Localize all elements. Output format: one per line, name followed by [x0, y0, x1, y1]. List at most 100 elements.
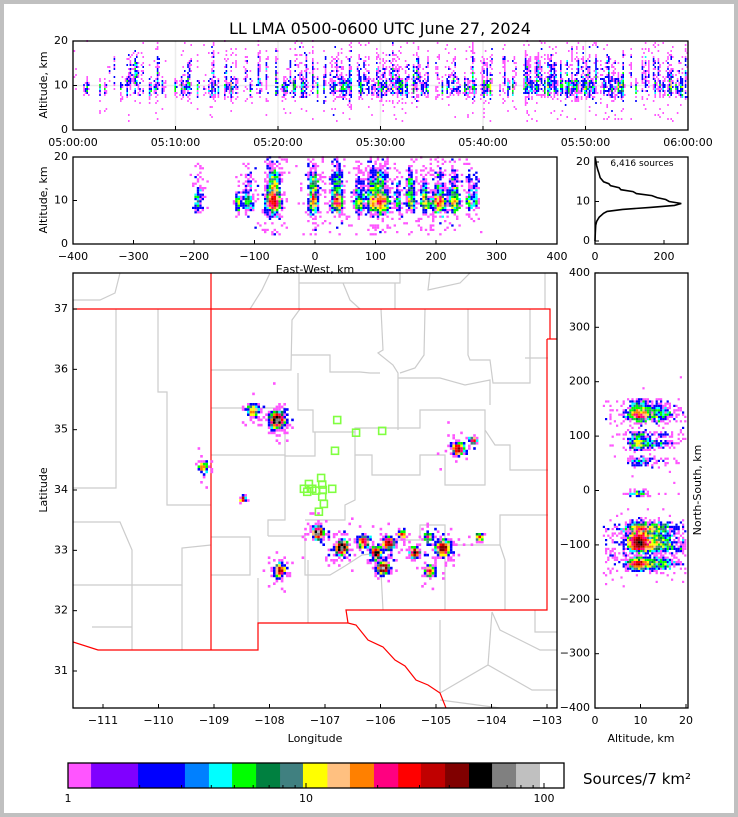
- source-density-cell: [333, 195, 336, 198]
- source-density-cell: [247, 204, 250, 207]
- source-density-cell: [481, 66, 484, 68]
- source-density-cell: [472, 193, 476, 196]
- source-density-cell: [314, 228, 317, 231]
- source-density-cell: [439, 176, 442, 179]
- source-density-cell: [448, 182, 452, 185]
- source-density-cell: [524, 96, 527, 98]
- source-density-cell: [83, 88, 85, 90]
- source-density-cell: [608, 82, 610, 84]
- source-density-cell: [364, 64, 367, 66]
- source-density-cell: [473, 86, 476, 88]
- source-density-cell: [312, 72, 314, 74]
- source-density-cell: [571, 78, 573, 80]
- source-density-cell: [188, 94, 191, 96]
- source-density-cell: [652, 44, 655, 46]
- source-density-cell: [587, 74, 589, 76]
- source-density-cell: [641, 64, 644, 66]
- source-density-cell: [574, 100, 576, 102]
- source-density-cell: [276, 50, 279, 52]
- source-density-cell: [617, 84, 620, 86]
- source-density-cell: [324, 84, 327, 86]
- source-density-cell: [475, 176, 478, 179]
- source-density-cell: [225, 72, 228, 74]
- source-density-cell: [302, 86, 304, 88]
- source-density-cell: [367, 204, 370, 207]
- source-density-cell: [139, 88, 141, 90]
- source-density-cell: [307, 204, 310, 207]
- source-density-cell: [305, 64, 308, 66]
- source-density-cell: [472, 44, 474, 46]
- source-density-cell: [427, 200, 430, 203]
- source-density-cell: [572, 90, 575, 92]
- source-density-cell: [307, 158, 310, 161]
- source-density-cell: [224, 92, 226, 94]
- source-density-cell: [275, 72, 277, 74]
- source-density-cell: [424, 173, 428, 176]
- source-density-cell: [564, 104, 567, 106]
- source-density-cell: [364, 80, 367, 82]
- source-density-cell: [652, 64, 655, 66]
- source-density-cell: [449, 527, 453, 531]
- source-density-cell: [392, 74, 394, 76]
- source-density-cell: [604, 90, 607, 92]
- source-density-cell: [374, 564, 377, 567]
- source-density-cell: [504, 44, 506, 46]
- source-density-cell: [556, 82, 559, 84]
- source-density-cell: [417, 217, 420, 220]
- source-density-cell: [350, 94, 352, 96]
- source-density-cell: [86, 80, 88, 82]
- source-density-cell: [405, 200, 408, 203]
- source-density-cell: [369, 213, 372, 216]
- source-density-cell: [201, 193, 204, 196]
- source-density-cell: [475, 187, 478, 190]
- source-density-cell: [641, 88, 644, 90]
- source-density-cell: [362, 187, 365, 190]
- source-density-cell: [316, 189, 320, 192]
- source-density-cell: [385, 88, 388, 90]
- source-density-cell: [472, 204, 476, 207]
- source-density-cell: [392, 54, 394, 56]
- source-density-cell: [622, 92, 624, 94]
- source-density-cell: [668, 82, 671, 84]
- source-density-cell: [608, 80, 610, 82]
- source-density-cell: [566, 68, 568, 70]
- source-density-cell: [635, 86, 637, 88]
- source-density-cell: [142, 72, 144, 74]
- source-density-cell: [396, 64, 399, 66]
- source-density-cell: [408, 193, 411, 196]
- source-density-cell: [329, 84, 332, 86]
- source-density-cell: [257, 52, 260, 54]
- source-density-cell: [379, 165, 382, 168]
- source-density-cell: [439, 211, 442, 214]
- source-density-cell: [568, 78, 570, 80]
- source-density-cell: [384, 72, 386, 74]
- source-density-cell: [369, 211, 372, 214]
- source-density-cell: [484, 62, 487, 64]
- source-density-cell: [187, 78, 189, 80]
- source-density-cell: [104, 92, 106, 94]
- source-density-cell: [134, 70, 136, 72]
- source-density-cell: [472, 62, 474, 64]
- source-density-cell: [568, 80, 570, 82]
- source-density-cell: [232, 88, 234, 90]
- source-density-cell: [468, 215, 471, 218]
- source-density-cell: [486, 88, 488, 90]
- source-density-cell: [540, 80, 543, 82]
- source-density-cell: [630, 68, 632, 70]
- source-density-cell: [484, 50, 487, 52]
- source-density-cell: [312, 52, 314, 54]
- source-density-cell: [421, 566, 424, 570]
- source-density-cell: [398, 206, 401, 209]
- source-density-cell: [512, 88, 514, 90]
- source-density-cell: [675, 86, 677, 88]
- source-density-cell: [582, 80, 584, 82]
- source-density-cell: [620, 98, 623, 100]
- source-density-cell: [432, 215, 435, 218]
- source-density-cell: [662, 90, 664, 92]
- source-density-cell: [448, 84, 450, 86]
- source-density-cell: [208, 86, 210, 88]
- source-density-cell: [367, 193, 370, 196]
- source-density-cell: [560, 66, 562, 68]
- source-density-cell: [139, 102, 141, 104]
- source-density-cell: [300, 72, 303, 74]
